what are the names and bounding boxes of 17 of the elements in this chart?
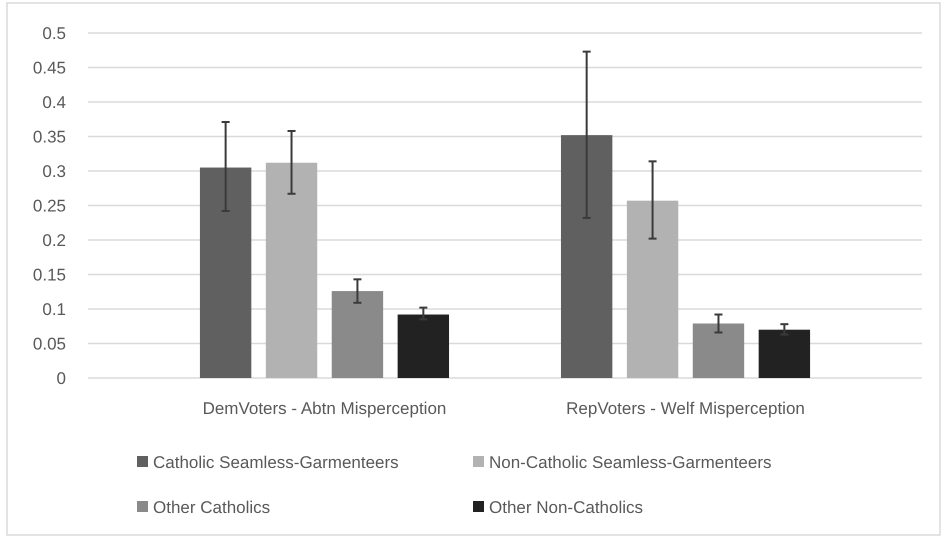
y-tick-label: 0 bbox=[56, 368, 66, 388]
y-tick-label: 0.15 bbox=[32, 265, 66, 284]
y-tick-label: 0.25 bbox=[32, 196, 66, 216]
legend-label: Other Non-Catholics bbox=[489, 498, 644, 517]
y-tick-label: 0.4 bbox=[42, 92, 66, 112]
legend-label: Other Catholics bbox=[153, 498, 270, 517]
y-tick-label: 0.45 bbox=[32, 58, 66, 78]
y-tick-label: 0.35 bbox=[32, 127, 66, 146]
y-tick-label: 0.3 bbox=[42, 162, 66, 181]
y-tick-label: 0.1 bbox=[42, 300, 66, 319]
legend-label: Non-Catholic Seamless-Garmenteers bbox=[489, 452, 772, 472]
y-tick-label: 0.2 bbox=[42, 230, 66, 250]
y-tick-label: 0.5 bbox=[42, 24, 66, 43]
x-tick-label: RepVoters - Welf Misperception bbox=[566, 399, 805, 418]
y-tick-label: 0.05 bbox=[32, 334, 66, 354]
x-tick-label: DemVoters - Abtn Misperception bbox=[202, 399, 446, 418]
legend-label: Catholic Seamless-Garmenteers bbox=[153, 452, 399, 472]
